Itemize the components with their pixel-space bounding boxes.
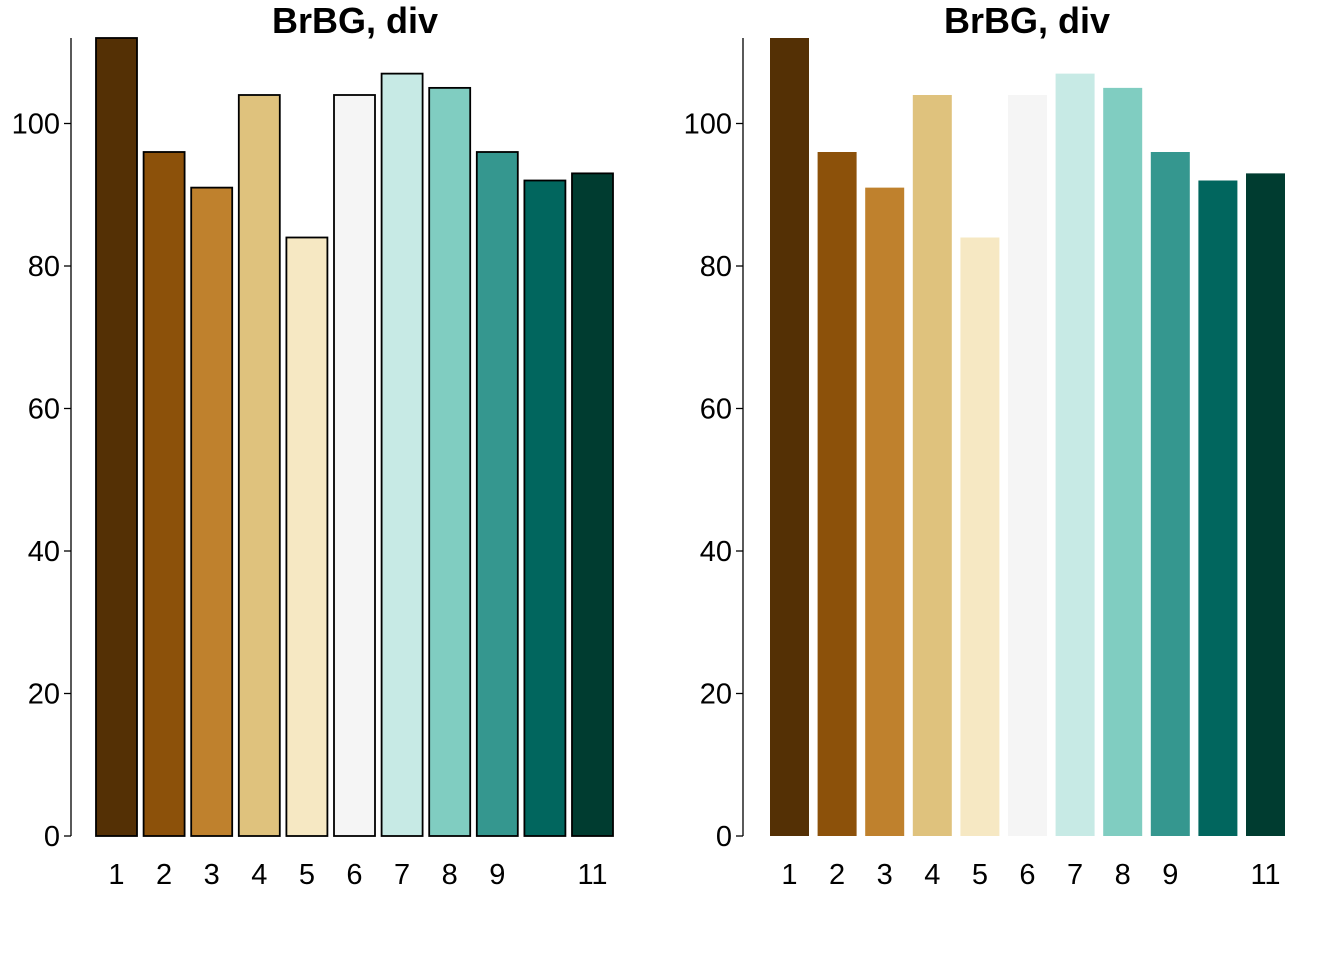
bar bbox=[571, 172, 614, 837]
chart-panel-left: BrBG, div 0 20 40 60 80 100 1 2 3 4 5 6 7 8 9 11 bbox=[12, 0, 614, 891]
x-tick-label: 11 bbox=[577, 859, 607, 891]
x-tick-label: 7 bbox=[1067, 859, 1083, 891]
bar bbox=[960, 237, 1000, 836]
y-tick-label: 100 bbox=[12, 109, 60, 141]
chart-panel-right: BrBG, div 0 20 40 60 80 100 1 2 3 4 5 6 7 8 9 11 bbox=[684, 0, 1285, 891]
bar bbox=[523, 179, 567, 837]
y-tick-label: 80 bbox=[28, 251, 60, 283]
bar bbox=[190, 186, 234, 837]
x-tick-label: 3 bbox=[877, 859, 893, 891]
y-tick-label: 20 bbox=[700, 679, 732, 711]
x-tick-label: 11 bbox=[1250, 859, 1280, 891]
chart-title: BrBG, div bbox=[272, 0, 438, 41]
x-tick-label: 2 bbox=[156, 859, 172, 891]
x-tick-label: 6 bbox=[1019, 859, 1035, 891]
y-tick-label: 100 bbox=[684, 109, 732, 141]
chart-title: BrBG, div bbox=[944, 0, 1110, 41]
x-tick-label: 9 bbox=[1162, 859, 1178, 891]
y-tick-label: 60 bbox=[700, 394, 732, 426]
x-tick-label: 8 bbox=[442, 859, 458, 891]
bar bbox=[1008, 95, 1047, 836]
bar bbox=[1103, 87, 1143, 836]
bar bbox=[333, 94, 376, 837]
x-tick-label: 1 bbox=[108, 859, 124, 891]
bar bbox=[237, 94, 281, 837]
x-tick-label: 5 bbox=[972, 859, 988, 891]
y-tick-label: 80 bbox=[700, 251, 732, 283]
x-tick-label: 8 bbox=[1115, 859, 1131, 891]
bar bbox=[1150, 152, 1190, 836]
y-tick-label: 20 bbox=[28, 679, 60, 711]
bar bbox=[380, 72, 424, 837]
x-tick-label: 2 bbox=[829, 859, 845, 891]
x-tick-label: 3 bbox=[204, 859, 220, 891]
y-tick-label: 0 bbox=[44, 821, 60, 853]
bar bbox=[428, 86, 472, 837]
x-tick-label: 1 bbox=[781, 859, 797, 891]
y-tick-label: 60 bbox=[28, 394, 60, 426]
bar bbox=[1055, 73, 1095, 836]
x-tick-label: 5 bbox=[299, 859, 315, 891]
bar bbox=[865, 187, 905, 836]
y-tick-label: 40 bbox=[28, 536, 60, 568]
x-tick-label: 6 bbox=[346, 859, 362, 891]
x-tick-label: 4 bbox=[924, 859, 940, 891]
x-tick-label: 9 bbox=[489, 859, 505, 891]
x-tick-label: 7 bbox=[394, 859, 410, 891]
x-tick-label: 4 bbox=[251, 859, 267, 891]
y-tick-label: 40 bbox=[700, 536, 732, 568]
y-tick-label: 0 bbox=[716, 821, 732, 853]
bar bbox=[817, 152, 857, 836]
bar bbox=[1198, 180, 1238, 836]
bar bbox=[1246, 173, 1285, 836]
bar bbox=[912, 95, 952, 836]
bar bbox=[142, 151, 186, 837]
bar bbox=[770, 38, 809, 836]
bar bbox=[285, 236, 329, 837]
bar bbox=[475, 151, 519, 837]
bar bbox=[95, 37, 138, 837]
